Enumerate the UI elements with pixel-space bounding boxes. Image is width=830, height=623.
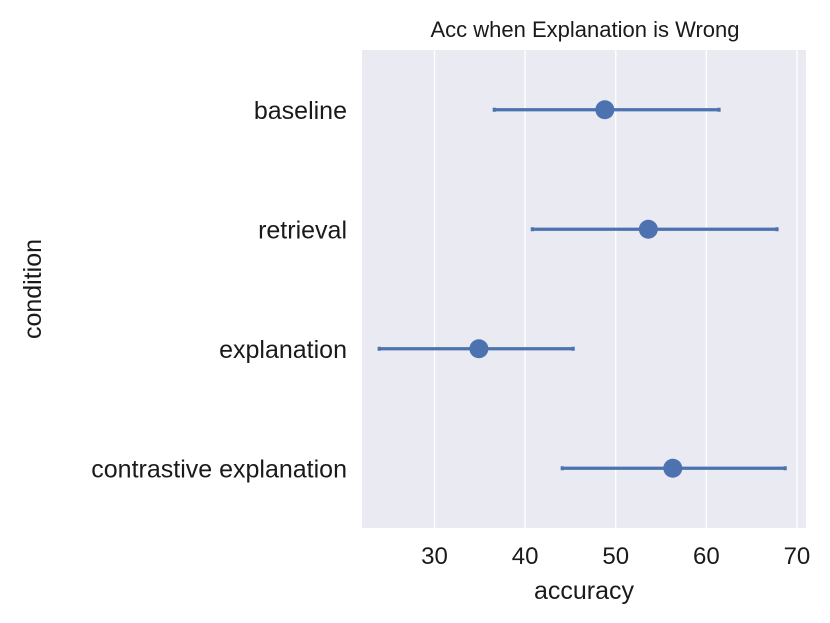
- x-tick-label: 60: [693, 543, 720, 570]
- y-tick-label: contrastive explanation: [91, 455, 347, 483]
- data-point: [638, 219, 658, 239]
- x-tick-labels: 30 40 50 60 70: [421, 543, 810, 570]
- x-tick-label: 50: [602, 543, 629, 570]
- x-tick-label: 40: [512, 543, 539, 570]
- y-tick-labels: baseline retrieval explanation contrastive …: [91, 97, 347, 484]
- chart-title: Acc when Explanation is Wrong: [431, 17, 740, 42]
- x-tick-label: 30: [421, 543, 448, 570]
- y-axis-label: condition: [19, 239, 47, 339]
- grid-lines: [433, 50, 798, 528]
- y-tick-label: explanation: [219, 336, 347, 364]
- x-axis-label: accuracy: [534, 577, 635, 605]
- data-point: [595, 100, 615, 120]
- data-points: [469, 100, 683, 478]
- y-tick-label: baseline: [254, 97, 347, 125]
- data-point: [663, 458, 683, 478]
- y-tick-label: retrieval: [258, 216, 347, 244]
- x-tick-label: 70: [784, 543, 811, 570]
- plot-area: [362, 50, 806, 528]
- data-point: [469, 339, 489, 359]
